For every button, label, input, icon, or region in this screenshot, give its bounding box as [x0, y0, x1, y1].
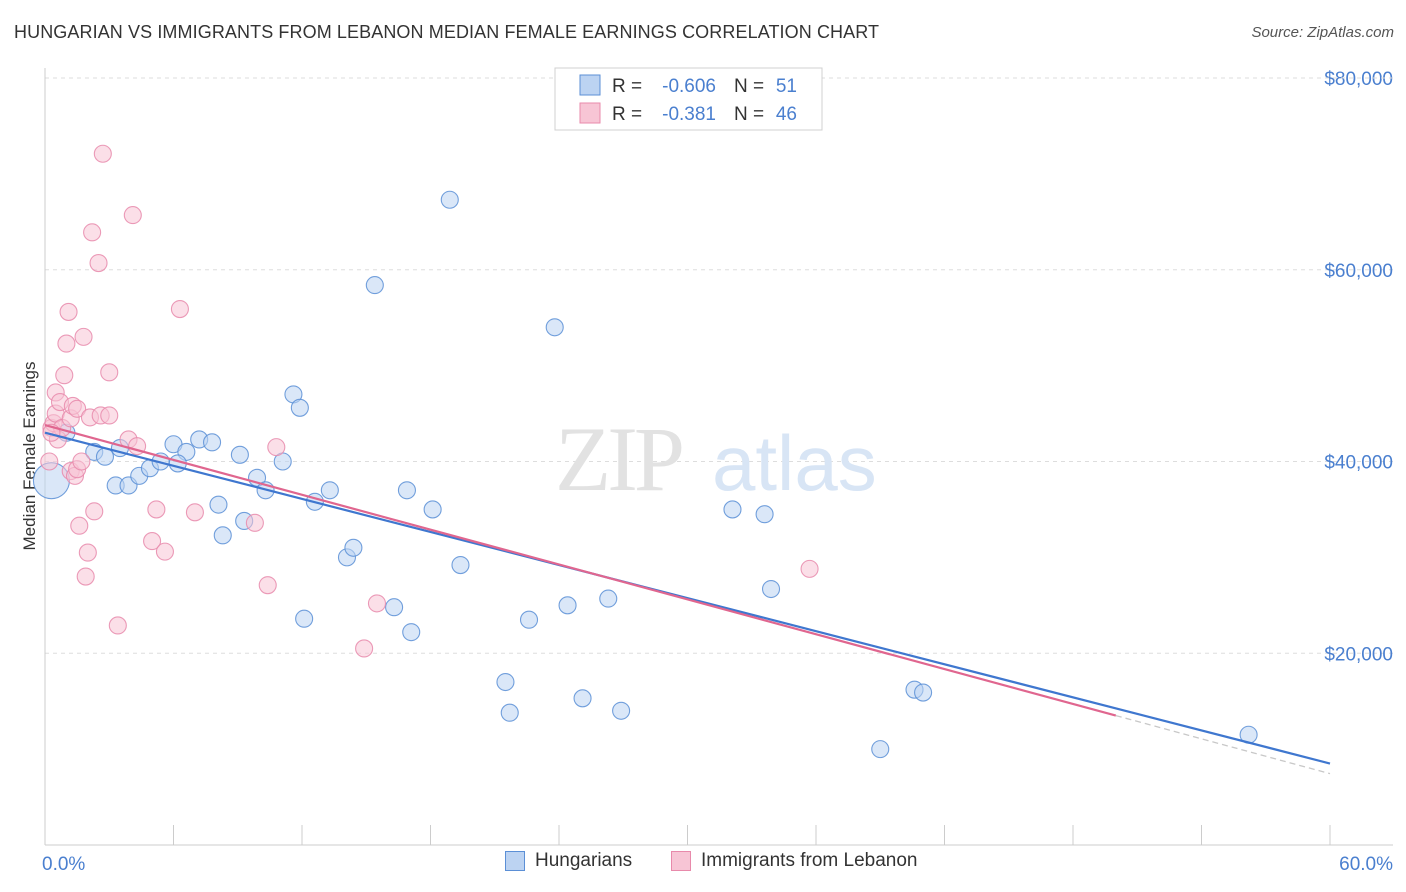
lebanon-point: [155, 542, 174, 561]
lebanon-point: [55, 366, 74, 385]
lebanon-point: [170, 300, 189, 319]
lebanon-trend-extension: [1115, 714, 1331, 775]
lebanon-point: [367, 594, 387, 613]
lebanon-point: [40, 452, 59, 471]
legend-n-label: N =: [734, 104, 764, 125]
hungarians-point: [755, 505, 774, 524]
legend-item-hungarians[interactable]: Hungarians: [505, 850, 632, 872]
lebanon-point: [85, 502, 104, 521]
y-tick-label: $40,000: [1324, 453, 1393, 474]
lebanon-point: [185, 503, 204, 522]
hungarians-point: [500, 703, 519, 722]
hungarians-point: [295, 609, 314, 628]
legend-r-label: R =: [612, 76, 642, 97]
lebanon-point: [800, 559, 819, 578]
legend-item-lebanon[interactable]: Immigrants from Lebanon: [671, 850, 918, 872]
legend-swatch-blue: [505, 851, 525, 871]
lebanon-point: [355, 639, 374, 658]
lebanon-point: [245, 513, 264, 532]
legend-r-value: -0.381: [662, 104, 716, 125]
lebanon-point: [258, 576, 277, 595]
hungarians-point: [423, 500, 442, 519]
lebanon-point: [100, 406, 119, 425]
hungarians-point: [203, 433, 222, 452]
y-axis-label: Median Female Earnings: [20, 362, 39, 551]
legend-label-hungarians: Hungarians: [535, 850, 633, 871]
hungarians-point: [440, 190, 459, 209]
lebanon-point: [76, 567, 95, 586]
legend-n-label: N =: [734, 76, 764, 97]
hungarians-point: [230, 445, 249, 464]
hungarians-point: [402, 623, 421, 642]
legend-label-lebanon: Immigrants from Lebanon: [701, 850, 918, 871]
legend-n-value: 46: [776, 104, 797, 125]
hungarians-point: [871, 740, 890, 759]
hungarians-trend-line: [44, 431, 1331, 765]
lebanon-point: [68, 399, 87, 418]
watermark-atlas: atlas: [712, 419, 877, 507]
legend-n-value: 51: [776, 76, 797, 97]
hungarians-point: [612, 701, 631, 720]
lebanon-point: [143, 532, 162, 551]
hungarians-point: [761, 579, 781, 599]
chart-source: Source: ZipAtlas.com: [1251, 24, 1394, 41]
hungarians-point: [558, 596, 577, 615]
hungarians-point: [397, 481, 416, 500]
lebanon-point: [59, 302, 78, 321]
lebanon-point: [147, 500, 166, 519]
lebanon-point: [72, 452, 91, 471]
lebanon-point: [70, 516, 89, 535]
hungarians-point: [914, 683, 933, 702]
lebanon-trend-line: [44, 424, 1117, 717]
hungarians-point: [573, 689, 592, 708]
chart-title: HUNGARIAN VS IMMIGRANTS FROM LEBANON MED…: [14, 22, 880, 42]
legend-swatch-pink: [671, 851, 691, 871]
lebanon-point: [93, 144, 112, 163]
y-tick-label: $60,000: [1324, 261, 1393, 282]
lebanon-point: [89, 253, 108, 273]
hungarians-point: [723, 500, 742, 519]
lebanon-point: [108, 616, 127, 635]
lebanon-point: [267, 438, 286, 457]
hungarians-point: [385, 598, 404, 617]
y-tick-label: $20,000: [1324, 644, 1393, 665]
x-tick-label: 0.0%: [42, 854, 85, 875]
legend-swatch-pink: [579, 102, 601, 124]
lebanon-point: [123, 206, 142, 225]
legend-r-value: -0.606: [662, 76, 716, 97]
hungarians-point: [545, 318, 564, 337]
hungarians-point: [599, 589, 618, 608]
y-tick-label: $80,000: [1324, 69, 1393, 90]
hungarians-point: [209, 495, 228, 514]
lebanon-point: [100, 363, 119, 382]
legend-r-label: R =: [612, 104, 642, 125]
legend-swatch-blue: [579, 74, 601, 96]
hungarians-point: [365, 276, 384, 295]
hungarians-point: [320, 481, 339, 500]
hungarians-point: [290, 398, 309, 417]
hungarians-point: [451, 555, 470, 575]
watermark-zip: ZIP: [555, 408, 682, 510]
lebanon-point: [57, 334, 76, 353]
x-tick-label: 60.0%: [1339, 854, 1393, 875]
lebanon-point: [74, 327, 93, 346]
lebanon-point: [83, 223, 102, 242]
hungarians-point: [213, 526, 232, 545]
hungarians-point: [519, 610, 539, 629]
bottom-legend: Hungarians Immigrants from Lebanon: [0, 850, 1406, 880]
hungarians-point: [344, 538, 363, 557]
hungarians-point: [496, 672, 515, 692]
lebanon-point: [78, 543, 97, 562]
